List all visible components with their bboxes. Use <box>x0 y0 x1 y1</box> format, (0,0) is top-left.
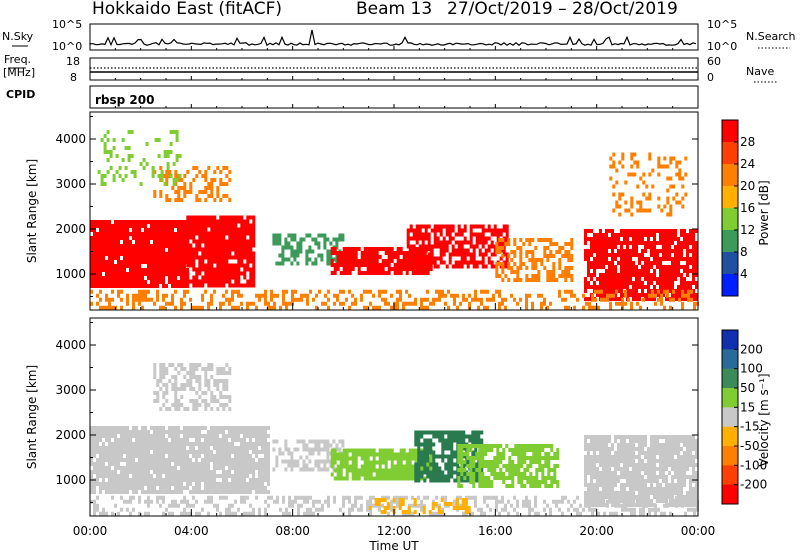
time-label-5: 20:00 <box>579 524 614 538</box>
noise-right-tick-bottom: 10^0 <box>707 40 737 53</box>
velocity-colorbar-bin-0 <box>722 330 738 350</box>
velocity-colorbar-bin-1 <box>722 349 738 370</box>
velocity-colorbar-label-5: -50 <box>740 439 760 453</box>
velocity-colorbar-label-2: 50 <box>740 381 755 395</box>
velocity-region-7 <box>90 495 699 516</box>
power-colorbar-label-6: 4 <box>740 267 748 281</box>
freq-right-label: Nave <box>746 65 774 78</box>
velocity-y-axis: 1000 2000 3000 4000 <box>55 322 698 503</box>
velocity-colorbar-label-1: 100 <box>740 362 763 376</box>
power-colorbar-bin-1 <box>722 142 738 165</box>
velocity-colorbar-label: Velocity [m s⁻¹] <box>757 373 771 466</box>
time-label-1: 04:00 <box>174 524 209 538</box>
power-colorbar-bin-6 <box>722 252 738 275</box>
power-region-1 <box>186 215 256 288</box>
noise-right-label: N.Search <box>746 30 796 43</box>
power-colorbar: 28 24 20 16 12 8 4 <box>721 119 755 297</box>
velocity-ytick-label-3: 4000 <box>55 338 86 352</box>
velocity-region-2 <box>272 439 345 472</box>
velocity-colorbar-frame <box>721 329 739 505</box>
velocity-colorbar-bin-8 <box>722 484 738 505</box>
power-colorbar-bin-4 <box>722 208 738 231</box>
freq-left-label: Freq. <box>4 53 31 66</box>
freq-right-tick-bottom: 0 <box>707 71 714 84</box>
power-colorbar-label-1: 24 <box>740 157 755 171</box>
power-region-2 <box>153 166 232 202</box>
cpid-left-label: CPID <box>6 88 35 101</box>
velocity-region-1 <box>153 363 232 411</box>
power-y-axis: 1000 2000 3000 4000 <box>55 116 698 297</box>
velocity-colorbar: 200 100 50 15 -15 -50 -100 -200 <box>721 329 767 505</box>
velocity-ytick-label-2: 3000 <box>55 383 86 397</box>
power-region-0 <box>90 220 189 288</box>
velocity-ytick-label-0: 1000 <box>55 473 86 487</box>
power-region-9 <box>609 152 688 217</box>
velocity-region-0 <box>90 426 270 494</box>
noise-left-label: N.Sky <box>2 30 34 43</box>
velocity-colorbar-label-0: 200 <box>740 342 763 356</box>
power-region-8 <box>584 229 698 301</box>
noise-left-tick-top: 10^5 <box>52 18 82 31</box>
power-colorbar-bin-2 <box>722 164 738 187</box>
time-axis: 00:00 04:00 08:00 12:00 16:00 20:00 00:00 <box>73 46 716 538</box>
time-label-3: 12:00 <box>377 524 412 538</box>
velocity-ylabel: Slant Range [km] <box>25 365 39 469</box>
velocity-heatmap-cells <box>90 363 699 516</box>
power-ytick-label-0: 1000 <box>55 267 86 281</box>
time-label-4: 16:00 <box>478 524 513 538</box>
power-colorbar-label-5: 8 <box>740 245 748 259</box>
power-ylabel: Slant Range [km] <box>25 159 39 263</box>
power-region-10 <box>90 289 699 310</box>
power-ytick-label-1: 2000 <box>55 222 86 236</box>
velocity-colorbar-label-6: -100 <box>740 458 767 472</box>
freq-left-unit: [MHz] <box>3 66 35 79</box>
time-label-6: 00:00 <box>681 524 716 538</box>
time-label-0: 00:00 <box>73 524 108 538</box>
cpid-text: rbsp 200 <box>95 93 154 107</box>
freq-left-tick-bottom: 8 <box>70 71 77 84</box>
power-colorbar-label-3: 16 <box>740 201 755 215</box>
power-region-4 <box>272 233 345 266</box>
velocity-colorbar-label-4: -15 <box>740 420 760 434</box>
figure-title-dates: 27/Oct/2019 – 28/Oct/2019 <box>447 0 678 19</box>
time-axis-title: Time UT <box>368 539 419 553</box>
power-colorbar-label-4: 12 <box>740 223 755 237</box>
velocity-colorbar-bin-4 <box>722 407 738 428</box>
noise-right-tick-top: 10^5 <box>707 18 737 31</box>
power-region-6 <box>406 224 509 269</box>
velocity-region-3 <box>330 448 433 481</box>
velocity-region-5 <box>457 444 560 488</box>
power-region-7 <box>495 238 574 282</box>
velocity-ytick-label-1: 2000 <box>55 428 86 442</box>
time-label-2: 08:00 <box>275 524 310 538</box>
power-colorbar-bin-0 <box>722 120 738 143</box>
velocity-region-6 <box>584 435 698 507</box>
figure-title-station: Hokkaido East (fitACF) <box>92 0 282 19</box>
noise-left-tick-bottom: 10^0 <box>52 40 82 53</box>
power-colorbar-label-2: 20 <box>740 179 755 193</box>
power-colorbar-bin-7 <box>722 274 738 297</box>
velocity-colorbar-bin-7 <box>722 465 738 486</box>
power-colorbar-label-0: 28 <box>740 135 755 149</box>
power-ytick-label-3: 4000 <box>55 132 86 146</box>
power-colorbar-label: Power [dB] <box>757 180 771 245</box>
power-ytick-label-2: 3000 <box>55 177 86 191</box>
velocity-region-4 <box>414 430 484 483</box>
power-region-3 <box>97 130 182 186</box>
velocity-colorbar-bin-6 <box>722 446 738 466</box>
power-colorbar-bin-3 <box>722 186 738 209</box>
freq-right-tick-top: 60 <box>707 55 721 68</box>
velocity-colorbar-bin-5 <box>722 426 738 447</box>
velocity-colorbar-bin-2 <box>722 368 738 389</box>
power-heatmap-cells <box>90 130 699 310</box>
velocity-colorbar-label-7: -200 <box>740 478 767 492</box>
velocity-colorbar-label-3: 15 <box>740 400 755 414</box>
velocity-colorbar-bin-3 <box>722 388 738 408</box>
power-colorbar-bin-5 <box>722 230 738 253</box>
noise-sky-trace <box>89 29 697 47</box>
figure-title-beam: Beam 13 <box>356 0 432 19</box>
freq-left-tick-top: 18 <box>66 55 80 68</box>
